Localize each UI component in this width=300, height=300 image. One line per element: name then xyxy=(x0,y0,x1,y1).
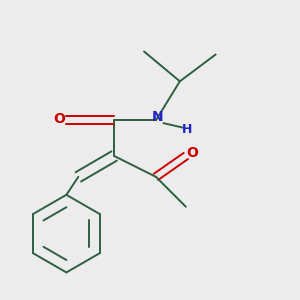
Text: H: H xyxy=(182,123,193,136)
Text: O: O xyxy=(53,112,65,126)
Text: O: O xyxy=(186,146,198,160)
Text: N: N xyxy=(152,110,163,124)
